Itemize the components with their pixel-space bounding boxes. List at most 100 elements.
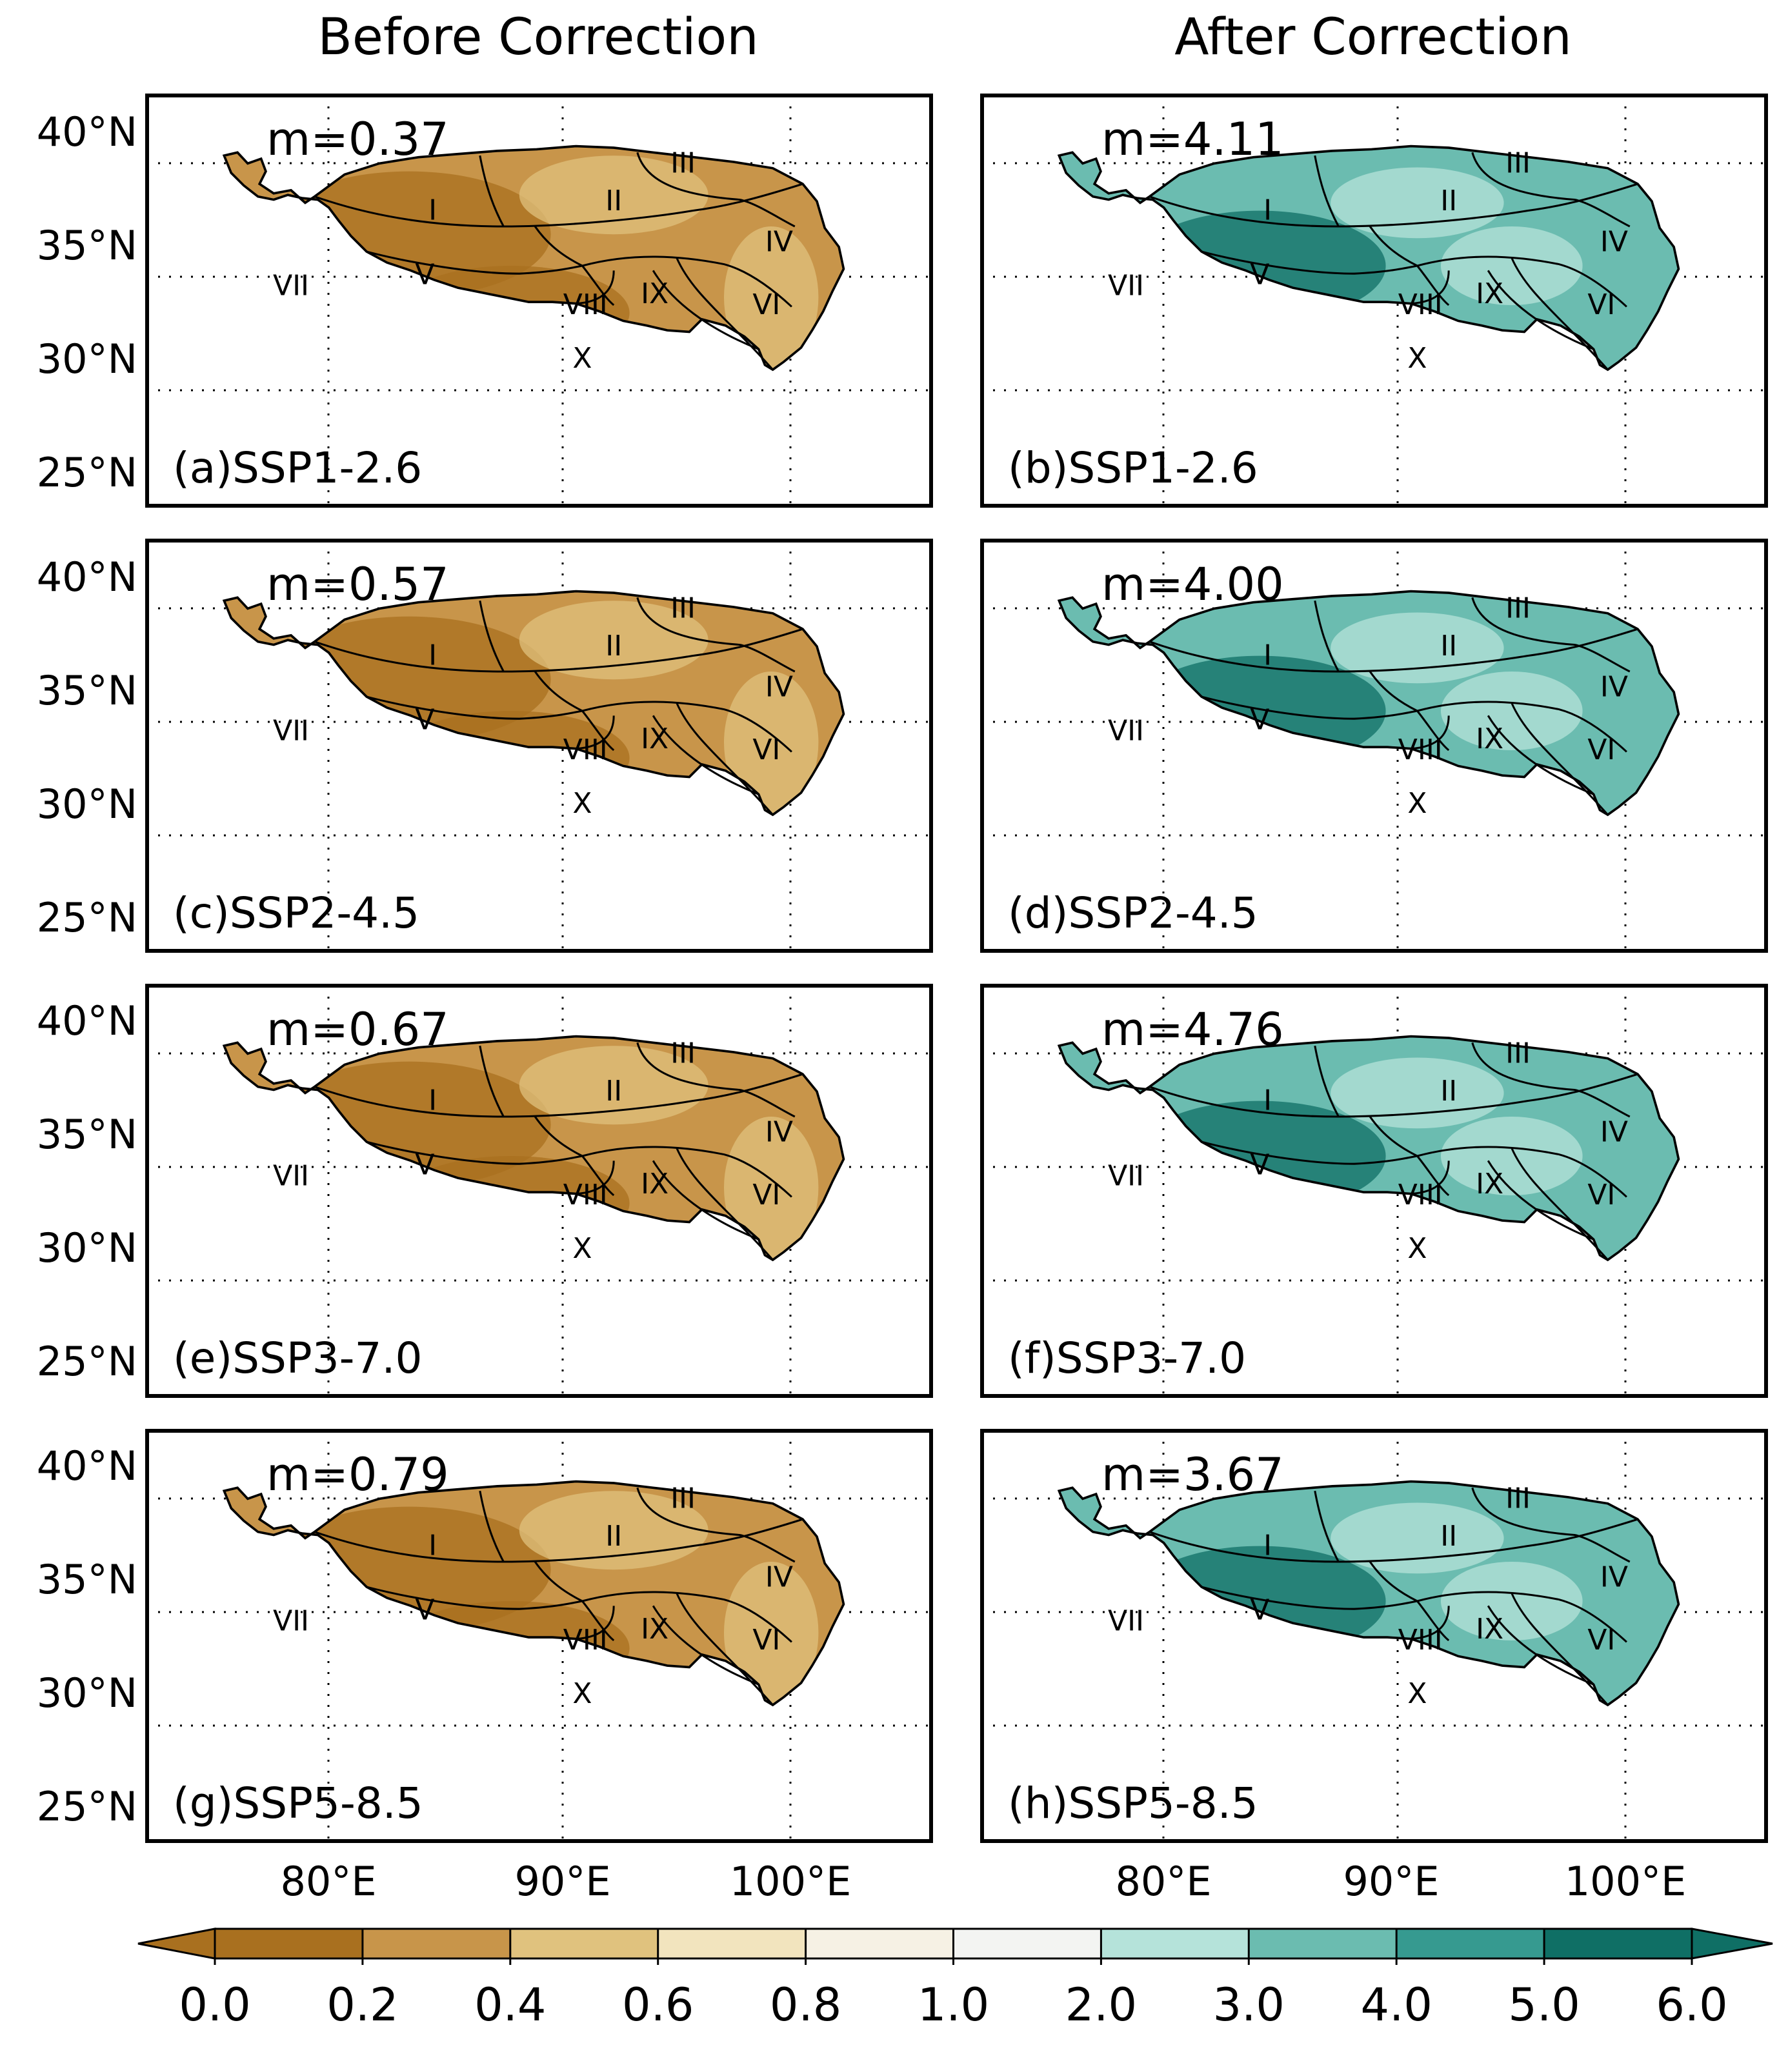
panel-frame xyxy=(980,984,1768,1398)
lat-label-40N: 40°N xyxy=(37,553,137,601)
colorbar-segment xyxy=(658,1929,807,1958)
lon-label-100E: 100°E xyxy=(730,1858,852,1905)
colorbar-tick-label: 1.0 xyxy=(918,1978,989,2031)
colorbar-tick-label: 0.6 xyxy=(622,1978,694,2031)
colorbar-tick-label: 0.2 xyxy=(326,1978,398,2031)
lat-label-40N: 40°N xyxy=(37,997,137,1044)
panel-mean-value: m=0.57 xyxy=(266,558,449,611)
lat-label-30N: 30°N xyxy=(37,1669,137,1717)
region-label: VIII xyxy=(563,1624,608,1657)
region-label: VI xyxy=(1587,1624,1615,1657)
lon-label-80E: 80°E xyxy=(280,1858,376,1905)
panel-frame xyxy=(145,94,933,508)
panel-label: (d)SSP2-4.5 xyxy=(1008,888,1258,938)
region-label: VII xyxy=(273,270,309,303)
column-title-before: Before Correction xyxy=(317,8,758,66)
lat-label-25N: 25°N xyxy=(37,1783,137,1830)
lat-axis-row-1: 40°N 35°N 30°N 25°N xyxy=(37,553,137,941)
panel-frame xyxy=(980,1429,1768,1843)
colorbar-tick-label: 6.0 xyxy=(1656,1978,1727,2031)
panel-mean-value: m=0.67 xyxy=(266,1003,449,1056)
lat-label-35N: 35°N xyxy=(37,1556,137,1603)
lat-label-30N: 30°N xyxy=(37,1224,137,1271)
colorbar-tick-label: 4.0 xyxy=(1361,1978,1432,2031)
region-label: III xyxy=(670,1037,696,1070)
region-label: IX xyxy=(641,1613,668,1646)
region-label: I xyxy=(1263,1084,1272,1117)
colorbar-extend-low xyxy=(137,1928,216,1960)
region-label: VII xyxy=(1108,1160,1144,1193)
lon-label-100E: 100°E xyxy=(1565,1858,1687,1905)
colorbar-segment xyxy=(1101,1929,1249,1958)
region-label: IX xyxy=(641,277,668,310)
region-label: X xyxy=(1407,342,1427,375)
region-label: VI xyxy=(752,1179,780,1211)
lon-label-90E: 90°E xyxy=(514,1858,610,1905)
colorbar-ticks: 0.0 0.2 0.4 0.6 0.8 1.0 2.0 3.0 4.0 5.0 6.0 xyxy=(179,1929,1728,2031)
panel-mean-value: m=4.76 xyxy=(1101,1003,1284,1056)
column-title-after: After Correction xyxy=(1174,8,1572,66)
lat-axis-row-3: 40°N 35°N 30°N 25°N xyxy=(37,1442,137,1830)
region-label: VIII xyxy=(1398,1179,1443,1211)
colorbar-tick-label: 0.8 xyxy=(770,1978,841,2031)
region-label: IX xyxy=(1476,722,1503,755)
region-label: IV xyxy=(765,1115,793,1148)
region-label: III xyxy=(1505,592,1531,624)
lat-label-35N: 35°N xyxy=(37,667,137,714)
region-label: VIII xyxy=(1398,1624,1443,1657)
region-label: I xyxy=(428,1529,437,1562)
region-label: I xyxy=(428,1084,437,1117)
region-label: III xyxy=(1505,1037,1531,1070)
colorbar: 0.0 0.2 0.4 0.6 0.8 1.0 2.0 3.0 4.0 5.0 6.0 xyxy=(137,1928,1773,2031)
panel-label: (b)SSP1-2.6 xyxy=(1008,443,1258,493)
region-label: III xyxy=(670,146,696,179)
region-label: II xyxy=(1440,1520,1457,1553)
colorbar-segment xyxy=(362,1929,511,1958)
region-label: VI xyxy=(752,733,780,766)
region-label: V xyxy=(1250,1594,1269,1627)
region-label: X xyxy=(1407,1232,1427,1265)
region-label: IV xyxy=(1600,1115,1628,1148)
lat-label-40N: 40°N xyxy=(37,1442,137,1489)
region-label: II xyxy=(1440,1075,1457,1108)
region-label: III xyxy=(670,592,696,624)
lat-label-35N: 35°N xyxy=(37,222,137,269)
region-label: II xyxy=(605,1075,622,1108)
region-label: I xyxy=(1263,639,1272,672)
region-label: II xyxy=(605,184,622,217)
panel-label: (a)SSP1-2.6 xyxy=(173,443,422,493)
region-label: IX xyxy=(1476,1168,1503,1200)
region-label: VIII xyxy=(1398,288,1443,321)
lon-label-90E: 90°E xyxy=(1343,1858,1439,1905)
panel-frame xyxy=(980,539,1768,953)
panel-frame xyxy=(145,539,933,953)
colorbar-extend-high xyxy=(1691,1928,1773,1960)
panel-label: (f)SSP3-7.0 xyxy=(1008,1333,1246,1383)
region-label: V xyxy=(415,1149,434,1182)
region-label: VII xyxy=(273,1605,309,1638)
region-label: V xyxy=(1250,704,1269,737)
colorbar-segment xyxy=(953,1929,1101,1958)
region-label: IX xyxy=(1476,277,1503,310)
region-label: IV xyxy=(1600,225,1628,258)
region-label: X xyxy=(572,1232,592,1265)
panel-label: (c)SSP2-4.5 xyxy=(173,888,419,938)
region-label: V xyxy=(415,704,434,737)
lat-label-30N: 30°N xyxy=(37,335,137,383)
region-label: I xyxy=(1263,194,1272,227)
region-label: IV xyxy=(1600,1560,1628,1593)
lat-label-40N: 40°N xyxy=(37,108,137,155)
region-label: IV xyxy=(765,225,793,258)
lat-label-35N: 35°N xyxy=(37,1111,137,1158)
region-label: V xyxy=(1250,1149,1269,1182)
lat-label-25N: 25°N xyxy=(37,449,137,496)
panel-frame xyxy=(980,94,1768,508)
region-label: VII xyxy=(273,715,309,748)
region-label: X xyxy=(572,1677,592,1710)
